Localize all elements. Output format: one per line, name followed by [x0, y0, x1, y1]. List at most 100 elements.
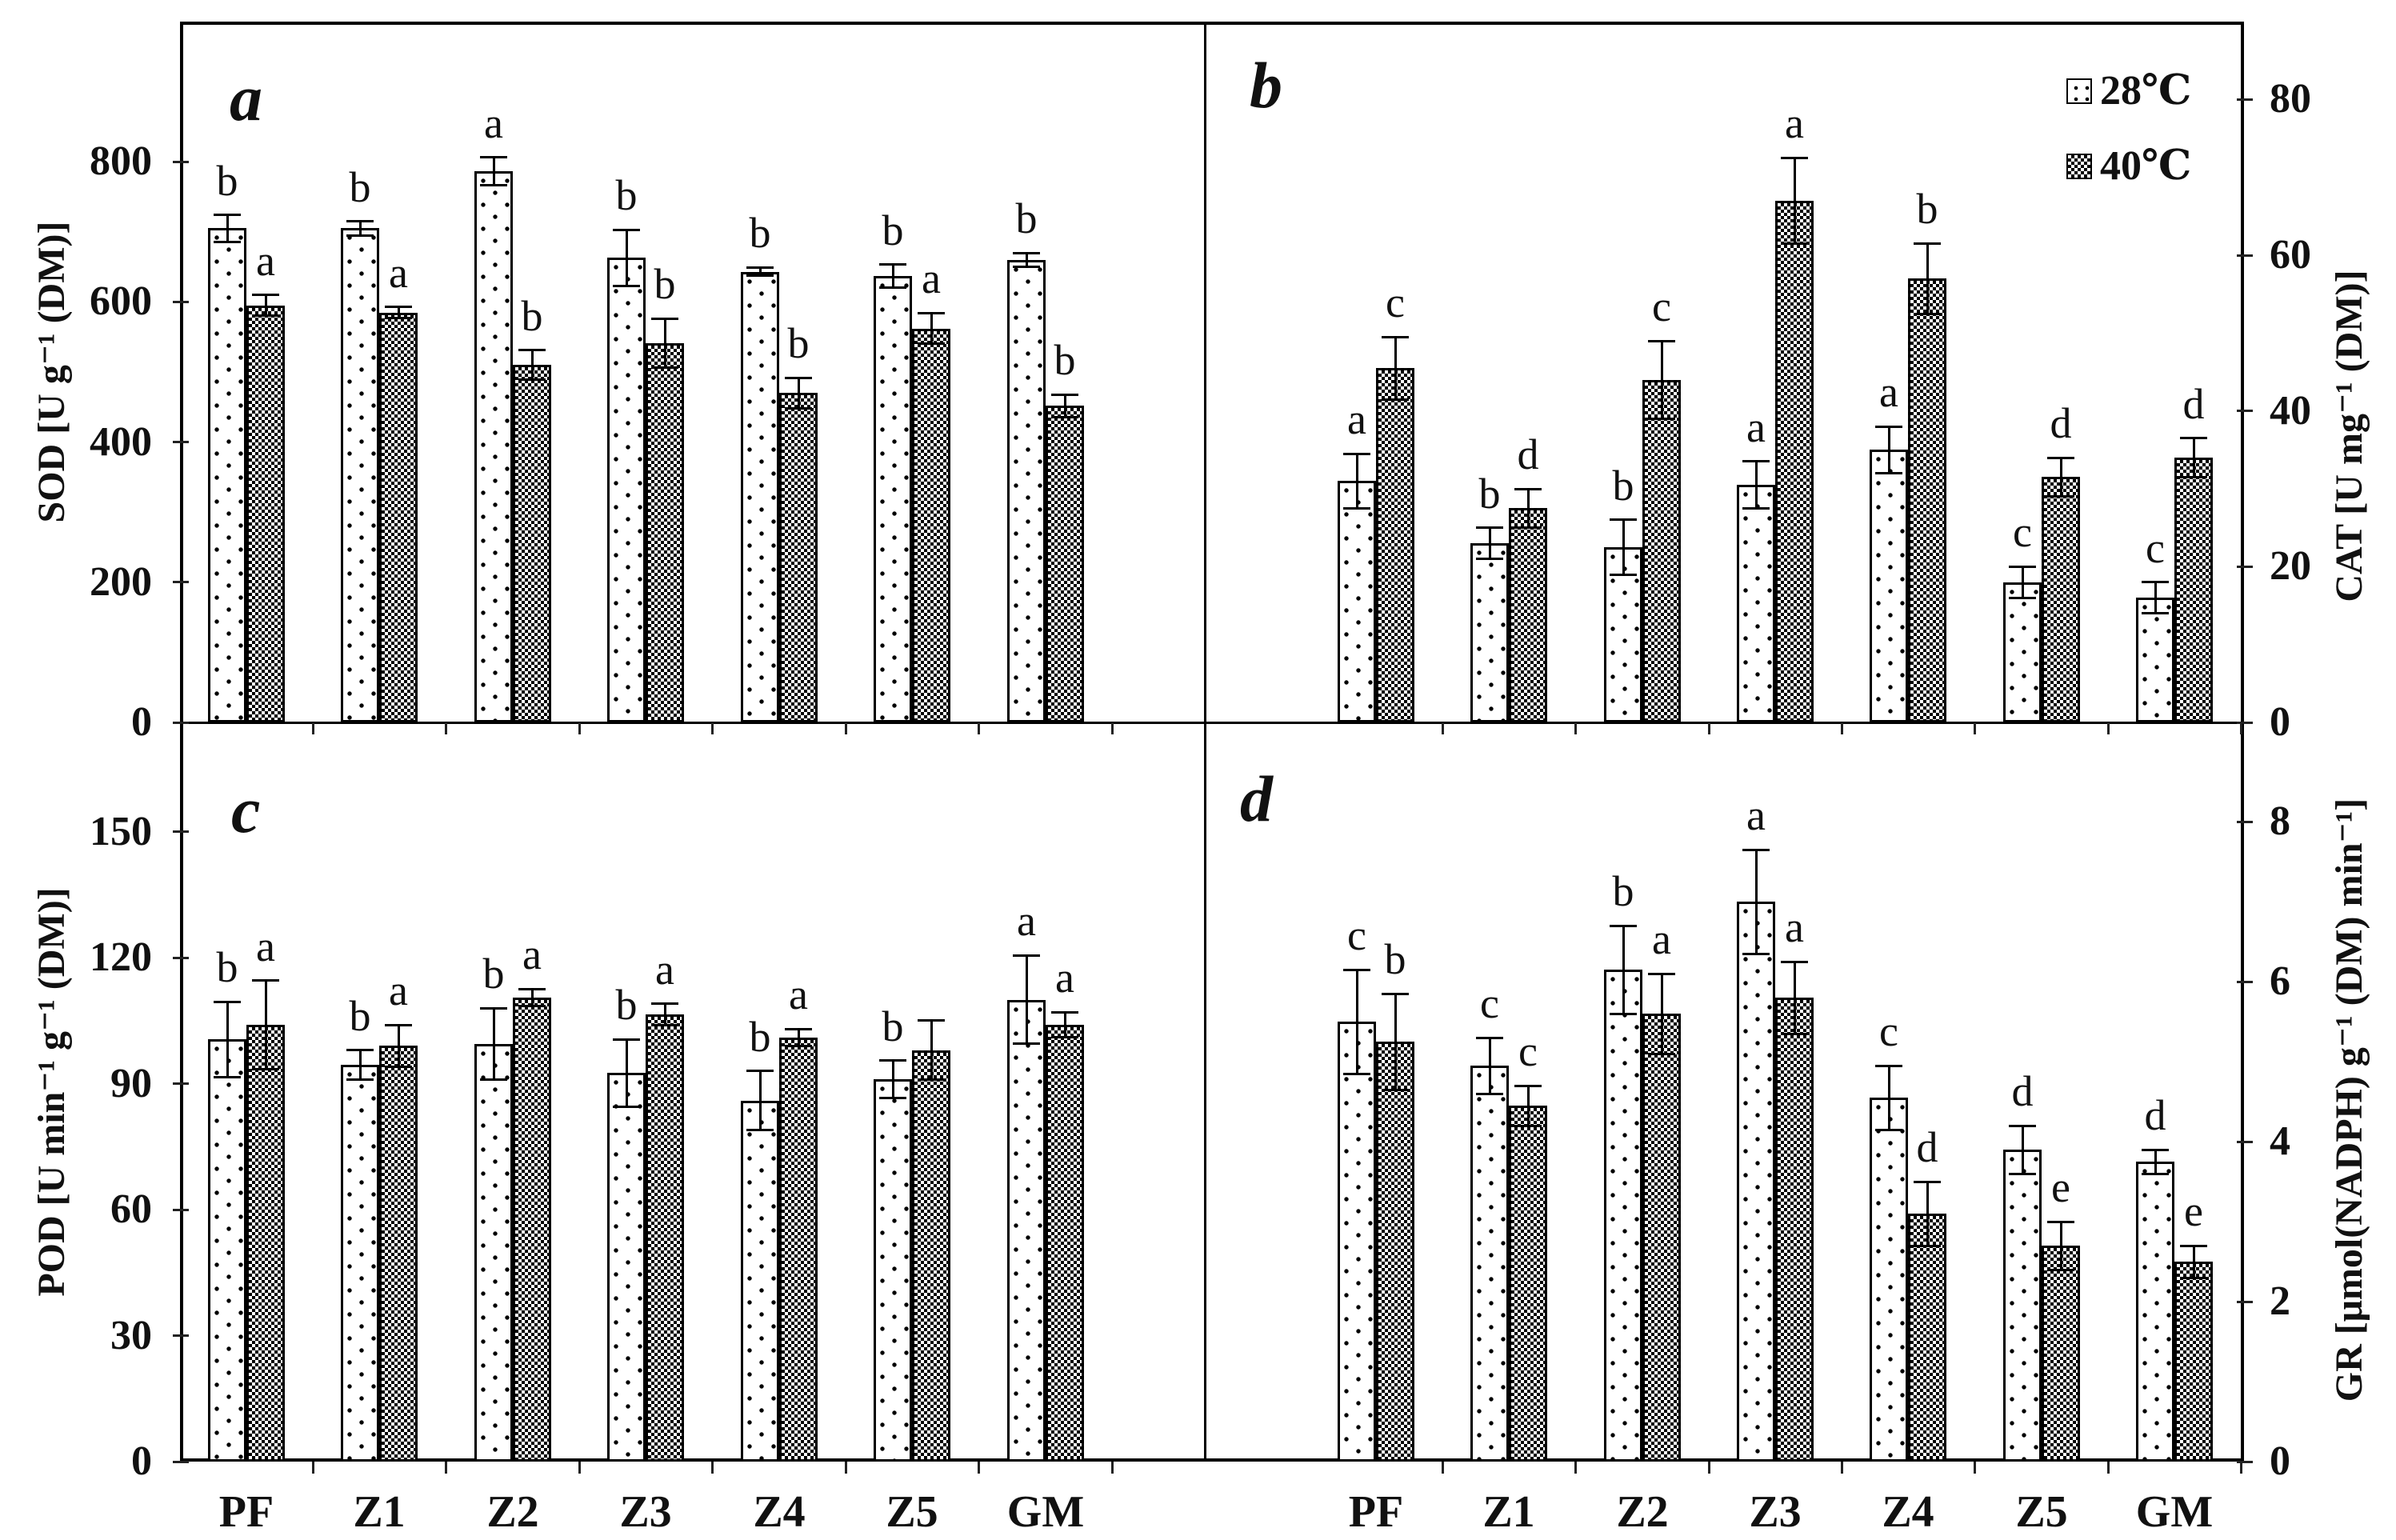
y-tick-label: 90	[110, 1060, 152, 1106]
error-bar-cap	[2142, 1172, 2169, 1175]
error-bar-cap	[385, 1066, 412, 1068]
y-tick-label: 0	[2270, 1438, 2290, 1484]
error-bar-line	[663, 1003, 666, 1025]
y-tick-label: 0	[131, 1438, 152, 1484]
panel-divider-horizontal	[180, 722, 2244, 724]
sig-letter: e	[2184, 1187, 2203, 1235]
plot-frame	[180, 22, 2244, 1462]
sig-letter: b	[1916, 185, 1938, 234]
y-tick-label: 8	[2270, 798, 2290, 844]
error-bar-line	[758, 1070, 762, 1130]
y-tick	[2237, 410, 2253, 413]
error-bar-line	[1622, 519, 1625, 575]
error-bar-cap	[2180, 475, 2207, 478]
error-bar-line	[758, 267, 762, 276]
error-bar-cap	[1742, 506, 1770, 510]
bar-28℃-Z2	[1604, 970, 1642, 1462]
bar-28℃-Z5	[2003, 1150, 2042, 1462]
bar-40℃-GM	[1046, 1025, 1084, 1462]
y-tick	[173, 1460, 189, 1463]
x-category-label: Z2	[1616, 1487, 1669, 1537]
error-bar-line	[1926, 243, 1929, 314]
y-tick-label: 80	[2270, 76, 2311, 122]
error-bar-line	[1793, 962, 1796, 1034]
y-tick-label: 400	[90, 418, 152, 465]
error-bar-line	[1622, 926, 1625, 1014]
error-bar-cap	[2180, 1276, 2207, 1279]
error-bar-line	[1355, 454, 1358, 509]
error-bar-line	[2192, 438, 2195, 478]
sig-letter: b	[749, 1012, 771, 1061]
error-bar-line	[797, 1029, 800, 1046]
y-tick	[2237, 980, 2253, 983]
x-tick	[710, 722, 714, 734]
sig-letter: b	[1612, 461, 1634, 510]
error-bar-cap	[2009, 596, 2036, 599]
y-tick	[2237, 98, 2253, 101]
bar-40℃-Z5	[2042, 1246, 2080, 1462]
error-bar-line	[2059, 458, 2062, 497]
error-bar-line	[930, 1020, 933, 1080]
error-bar-line	[226, 214, 229, 242]
y-tick-label: 200	[90, 558, 152, 605]
x-tick	[844, 1462, 847, 1474]
x-category-label: Z4	[753, 1487, 806, 1537]
y-tick-label: 60	[110, 1186, 152, 1232]
bar-28℃-Z5	[874, 275, 912, 722]
sig-letter: a	[922, 254, 941, 303]
error-bar-cap	[613, 1105, 640, 1108]
y-tick-label: 20	[2270, 543, 2311, 590]
bar-40℃-Z5	[2042, 477, 2080, 722]
error-bar-cap	[1875, 1128, 1902, 1131]
y-tick	[173, 441, 189, 444]
error-bar-line	[397, 1025, 400, 1067]
legend-label-28c: 28℃	[2100, 68, 2192, 114]
bar-28℃-Z4	[741, 1100, 779, 1462]
error-bar-cap	[785, 1044, 812, 1047]
bar-40℃-GM	[1046, 406, 1084, 722]
y-tick-label: 600	[90, 278, 152, 325]
bar-40℃-Z5	[912, 1050, 950, 1462]
bar-40℃-Z1	[1509, 508, 1547, 722]
error-bar-line	[530, 989, 534, 1006]
bar-40℃-PF	[246, 305, 285, 722]
error-bar-cap	[480, 1078, 507, 1081]
y-tick-label: 40	[2270, 387, 2311, 434]
x-category-label: Z3	[1749, 1487, 1802, 1537]
x-tick	[578, 1462, 581, 1474]
sig-letter: b	[521, 291, 543, 340]
bar-28℃-Z2	[474, 1043, 513, 1462]
error-bar-cap	[2009, 1172, 2036, 1175]
sig-letter: d	[2011, 1067, 2034, 1115]
error-bar-cap	[1476, 1092, 1503, 1095]
x-tick	[1441, 1462, 1444, 1474]
bar-28℃-Z3	[607, 1073, 646, 1462]
error-bar-line	[358, 221, 362, 236]
x-category-label: GM	[1006, 1487, 1085, 1537]
y-tick	[173, 956, 189, 959]
error-bar-cap	[2047, 1268, 2074, 1271]
x-tick	[710, 1462, 714, 1474]
error-bar-cap	[1610, 1012, 1637, 1015]
error-bar-cap	[651, 366, 678, 370]
bar-28℃-PF	[1338, 1022, 1376, 1462]
error-bar-line	[1926, 1182, 1929, 1246]
sig-letter: a	[484, 98, 503, 147]
y-tick	[2237, 1300, 2253, 1303]
error-bar-cap	[746, 1128, 774, 1131]
bar-28℃-PF	[208, 228, 246, 722]
error-bar-line	[1025, 253, 1028, 267]
error-bar-cap	[879, 286, 906, 289]
error-bar-line	[264, 980, 267, 1070]
error-bar-cap	[518, 378, 546, 382]
error-bar-line	[2192, 1246, 2195, 1278]
bar-40℃-Z2	[1642, 1014, 1681, 1462]
y-tick	[2237, 721, 2253, 724]
error-bar-line	[930, 313, 933, 344]
error-bar-cap	[1051, 415, 1078, 418]
error-bar-line	[1660, 974, 1663, 1054]
x-category-label: PF	[1348, 1487, 1404, 1537]
sig-letter: c	[2013, 508, 2032, 557]
bar-40℃-Z4	[1908, 1214, 1946, 1462]
y-axis-title-sod: SOD [U g⁻¹ (DM)]	[30, 221, 73, 523]
